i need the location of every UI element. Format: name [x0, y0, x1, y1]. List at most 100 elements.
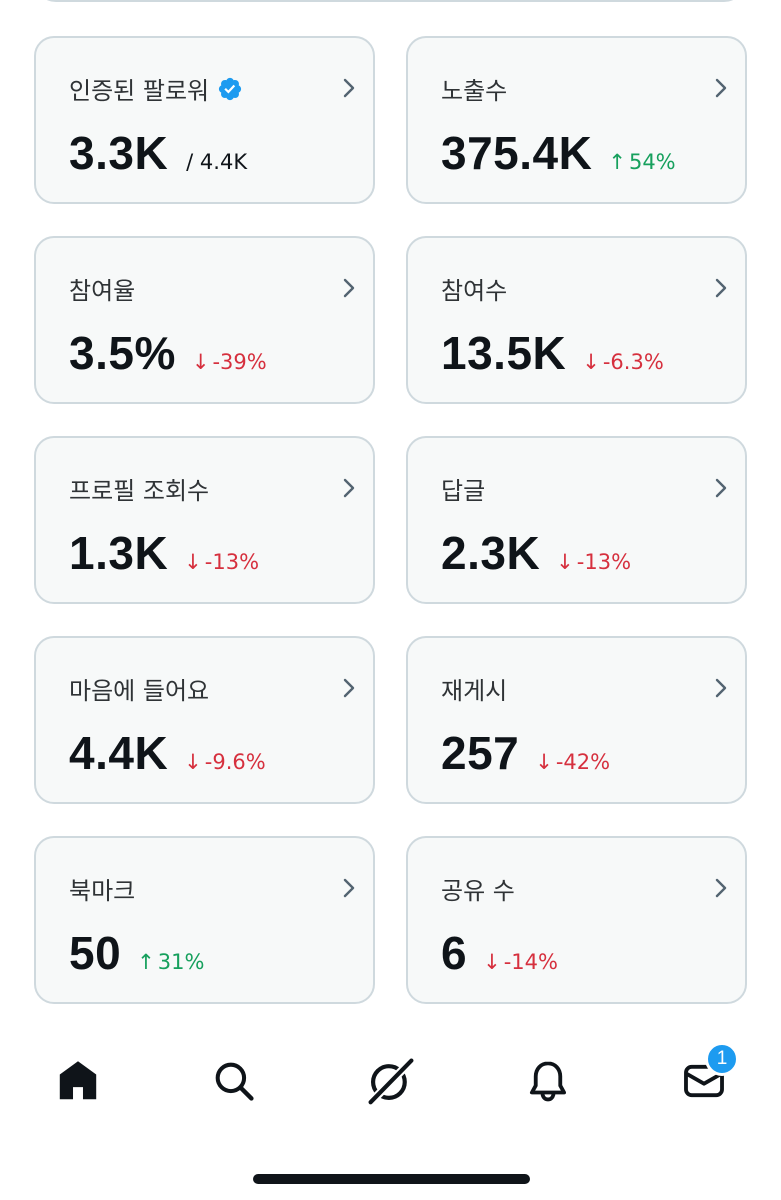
metric-value: 3.5% — [69, 327, 176, 379]
metric-label: 북마크 — [69, 877, 136, 905]
metric-change-value: -42% — [555, 750, 611, 774]
metric-value: 3.3K — [69, 127, 169, 179]
metric-change: ↑ 31% — [137, 950, 204, 974]
metric-label: 재게시 — [441, 677, 508, 705]
metric-change: ↓ -39% — [192, 350, 267, 374]
metric-value: 6 — [441, 927, 468, 979]
metric-value: 375.4K — [441, 127, 593, 179]
arrow-down-icon: ↓ — [582, 350, 600, 374]
metric-change: ↓ -13% — [556, 550, 631, 574]
arrow-up-icon: ↑ — [137, 950, 155, 974]
bell-icon — [529, 1061, 567, 1102]
chevron-right-icon — [715, 278, 727, 298]
metric-total: / 4.4K — [186, 150, 248, 174]
metric-card-impressions[interactable]: 노출수 375.4K ↑ 54% — [406, 36, 747, 204]
metric-card-engagement-rate[interactable]: 참여율 3.5% ↓ -39% — [34, 236, 375, 404]
tab-home[interactable] — [53, 1056, 103, 1106]
metric-value: 1.3K — [69, 527, 169, 579]
arrow-up-icon: ↑ — [608, 150, 626, 174]
previous-card-edge — [34, 0, 746, 2]
metric-change-value: -13% — [576, 550, 632, 574]
metric-label-row: 인증된 팔로워 — [69, 71, 243, 106]
metric-value-row: 3.5% ↓ -39% — [69, 326, 267, 380]
metric-change-value: -6.3% — [602, 350, 664, 374]
metric-value-row: 257 ↓ -42% — [441, 726, 610, 780]
metric-change-value: -39% — [212, 350, 267, 374]
search-icon — [215, 1062, 254, 1101]
chevron-right-icon — [343, 878, 355, 898]
metric-label-row: 노출수 — [441, 71, 507, 106]
metric-value-row: 375.4K ↑ 54% — [441, 126, 676, 180]
chevron-right-icon — [715, 678, 727, 698]
tab-messages[interactable]: 1 — [679, 1042, 739, 1106]
arrow-down-icon: ↓ — [191, 350, 210, 374]
metric-card-verified-followers[interactable]: 인증된 팔로워 3.3K / 4.4K — [34, 36, 375, 204]
metric-card-likes[interactable]: 마음에 들어요 4.4K ↓ -9.6% — [34, 636, 375, 804]
metric-value-row: 13.5K ↓ -6.3% — [441, 326, 664, 380]
metric-change-value: 31% — [157, 950, 205, 974]
metric-label-row: 재게시 — [441, 671, 507, 706]
chevron-right-icon — [343, 278, 355, 298]
chevron-right-icon — [343, 78, 355, 98]
metric-change-value: -14% — [503, 950, 558, 974]
metric-card-profile-visits[interactable]: 프로필 조회수 1.3K ↓ -13% — [34, 436, 375, 604]
metric-value: 4.4K — [69, 727, 169, 779]
metric-value-row: 4.4K ↓ -9.6% — [69, 726, 266, 780]
metric-label: 공유 수 — [441, 877, 515, 905]
chevron-right-icon — [715, 878, 727, 898]
home-indicator — [253, 1174, 530, 1184]
metric-value-row: 3.3K / 4.4K — [69, 126, 247, 180]
metric-change: ↓ -14% — [483, 950, 558, 974]
metric-card-engagements[interactable]: 참여수 13.5K ↓ -6.3% — [406, 236, 747, 404]
metrics-grid: 인증된 팔로워 3.3K / 4.4K 노출수 375.4K ↑ 54% — [34, 36, 747, 1004]
metric-change-value: -13% — [204, 550, 260, 574]
metric-value-row: 50 ↑ 31% — [69, 926, 204, 980]
arrow-down-icon: ↓ — [184, 750, 202, 774]
metric-label-row: 북마크 — [69, 871, 135, 906]
metric-label-row: 공유 수 — [441, 871, 515, 906]
metric-label: 참여수 — [441, 277, 508, 305]
metric-value-row: 2.3K ↓ -13% — [441, 526, 631, 580]
arrow-down-icon: ↓ — [556, 550, 574, 574]
metric-value: 257 — [441, 727, 520, 779]
metric-card-replies[interactable]: 답글 2.3K ↓ -13% — [406, 436, 747, 604]
metric-label-row: 프로필 조회수 — [69, 471, 209, 506]
verified-badge-icon — [219, 77, 242, 100]
metric-label-row: 답글 — [441, 471, 485, 506]
metric-value-row: 6 ↓ -14% — [441, 926, 558, 980]
metric-value: 2.3K — [441, 527, 541, 579]
metric-label: 참여율 — [69, 277, 136, 305]
metric-label-row: 마음에 들어요 — [69, 671, 209, 706]
metric-label-row: 참여율 — [69, 271, 135, 306]
metric-change: ↑ 54% — [608, 150, 675, 174]
metric-card-reposts[interactable]: 재게시 257 ↓ -42% — [406, 636, 747, 804]
grok-icon — [367, 1057, 415, 1106]
metric-card-bookmarks[interactable]: 북마크 50 ↑ 31% — [34, 836, 375, 1004]
metric-value: 50 — [69, 927, 122, 979]
metric-change-value: 54% — [628, 150, 676, 174]
arrow-down-icon: ↓ — [535, 750, 553, 774]
metric-change: ↓ -13% — [184, 550, 259, 574]
chevron-right-icon — [343, 478, 355, 498]
metric-label: 답글 — [441, 477, 486, 505]
home-icon — [59, 1061, 97, 1100]
arrow-down-icon: ↓ — [184, 550, 202, 574]
mail-icon — [684, 1064, 724, 1098]
metric-label: 인증된 팔로워 — [69, 77, 210, 105]
bottom-tab-bar: 1 — [0, 1040, 781, 1130]
metric-value-row: 1.3K ↓ -13% — [69, 526, 259, 580]
tab-notifications[interactable] — [523, 1056, 573, 1106]
arrow-down-icon: ↓ — [483, 950, 501, 974]
metric-value: 13.5K — [441, 327, 567, 379]
chevron-right-icon — [715, 78, 727, 98]
chevron-right-icon — [343, 678, 355, 698]
metric-label: 노출수 — [441, 77, 508, 105]
tab-search[interactable] — [209, 1056, 259, 1106]
unread-messages-badge: 1 — [705, 1042, 739, 1076]
tab-grok[interactable] — [366, 1056, 416, 1106]
metric-change: ↓ -6.3% — [582, 350, 664, 374]
metric-card-shares[interactable]: 공유 수 6 ↓ -14% — [406, 836, 747, 1004]
chevron-right-icon — [715, 478, 727, 498]
metric-change: ↓ -42% — [535, 750, 610, 774]
metric-change-value: -9.6% — [204, 750, 266, 774]
